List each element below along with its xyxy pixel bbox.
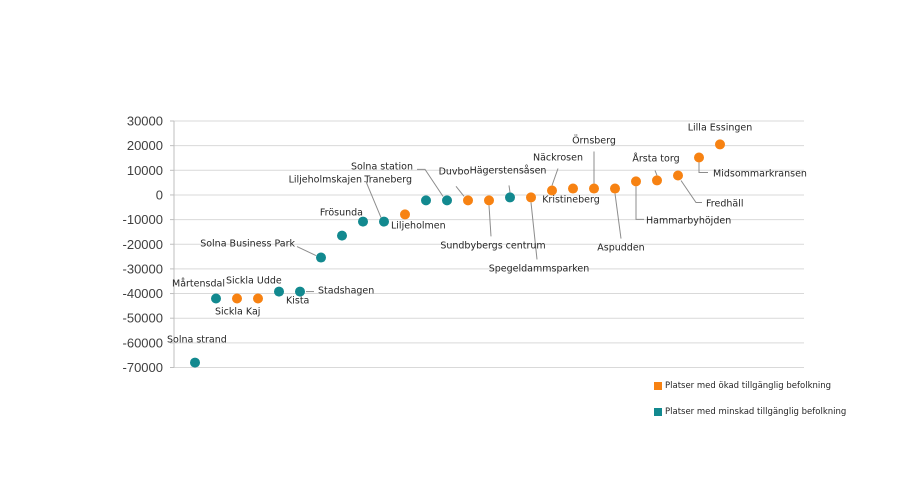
- y-tick-label: -50000: [123, 311, 163, 326]
- data-label: Frösunda: [320, 208, 363, 219]
- y-tick-label: 30000: [127, 114, 163, 129]
- data-label: Traneberg: [363, 174, 412, 185]
- data-label: Hägerstensåsen: [470, 165, 547, 176]
- data-label: Mårtensdal: [172, 278, 225, 289]
- leader-line: [508, 185, 511, 193]
- data-point-increase: [652, 175, 662, 186]
- data-point-increase: [694, 152, 704, 163]
- leader-line: [417, 168, 444, 197]
- y-tick-label: -40000: [123, 286, 163, 301]
- data-label: Liljeholmen: [391, 220, 446, 231]
- data-point-increase: [610, 183, 620, 194]
- data-label: Solna station: [351, 161, 413, 172]
- data-point-increase: [547, 185, 557, 196]
- data-point-increase: [631, 176, 641, 187]
- data-labels: Solna strand Mårtensdal Sickla Kaj Sickla U…: [167, 122, 807, 345]
- leader-line: [530, 202, 538, 260]
- data-point-decrease: [379, 216, 389, 227]
- leader-line: [698, 162, 708, 173]
- data-label: Stadshagen: [318, 286, 374, 297]
- data-label: Sickla Udde: [226, 275, 282, 286]
- data-label: Solna strand: [167, 335, 227, 346]
- data-point-increase: [715, 139, 725, 150]
- data-point-increase: [568, 183, 578, 194]
- data-label: Liljeholmskajen: [289, 175, 362, 186]
- data-point-decrease: [211, 293, 221, 304]
- data-point-decrease: [442, 195, 452, 206]
- data-label: Örnsberg: [572, 136, 616, 147]
- y-tick-label: -60000: [123, 335, 163, 350]
- legend-swatch-decrease: [654, 408, 662, 416]
- y-tick-label: 20000: [127, 138, 163, 153]
- legend-label-decrease: Platser med minskad tillgänglig befolkni…: [665, 407, 847, 417]
- legend-item-increase: Platser med ökad tillgänglig befolkning: [654, 381, 831, 391]
- data-point-decrease: [505, 192, 515, 203]
- y-tick-label: -70000: [123, 360, 163, 375]
- data-label: Fredhäll: [706, 198, 743, 209]
- data-point-increase: [400, 209, 410, 220]
- data-label: Kista: [286, 296, 309, 307]
- data-label: Midsommarkransen: [713, 168, 807, 179]
- data-point-increase: [253, 293, 263, 304]
- data-label: Näckrosen: [533, 153, 583, 164]
- legend-label-increase: Platser med ökad tillgänglig befolkning: [665, 381, 832, 391]
- data-point-increase: [673, 170, 683, 181]
- y-tick-label: 10000: [127, 163, 163, 178]
- data-point-increase: [232, 293, 242, 304]
- data-label: Spegeldammsparken: [489, 263, 590, 274]
- data-label: Sickla Kaj: [215, 306, 260, 317]
- y-tick-label: 0: [156, 187, 163, 202]
- data-point-decrease: [274, 286, 284, 297]
- y-axis: 30000 20000 10000 0 -10000 -20000 -30000 -40000…: [123, 114, 175, 375]
- legend-swatch-increase: [654, 382, 662, 390]
- data-label: Solna Business Park: [200, 239, 295, 250]
- data-point-decrease: [421, 195, 431, 206]
- data-label: Årsta torg: [632, 152, 679, 164]
- data-label: Sundbybergs centrum: [440, 240, 545, 251]
- data-point-decrease: [316, 252, 326, 263]
- data-label: Aspudden: [597, 243, 644, 254]
- leader-line: [635, 186, 644, 220]
- y-tick-label: -30000: [123, 261, 163, 276]
- data-points: [190, 139, 725, 368]
- y-tick-label: -10000: [123, 212, 163, 227]
- leader-line: [614, 193, 622, 239]
- leader-line: [455, 186, 465, 197]
- leader-line: [654, 170, 658, 176]
- data-point-increase: [589, 183, 599, 194]
- leader-line: [364, 181, 382, 218]
- data-label: Duvbo: [439, 166, 470, 177]
- leader-lines: [296, 151, 708, 293]
- leader-line: [680, 180, 702, 203]
- data-point-decrease: [295, 286, 305, 297]
- gridlines: [174, 120, 804, 368]
- data-point-decrease: [358, 216, 368, 227]
- data-point-decrease: [337, 230, 347, 241]
- data-point-decrease: [190, 357, 200, 368]
- leader-line: [488, 205, 492, 237]
- y-tick-label: -20000: [123, 237, 163, 252]
- legend-item-decrease: Platser med minskad tillgänglig befolkni…: [654, 407, 846, 417]
- data-point-increase: [463, 195, 473, 206]
- leader-line: [551, 168, 559, 186]
- leader-line: [296, 246, 317, 257]
- data-point-increase: [526, 192, 536, 203]
- data-label: Hammarbyhöjden: [646, 215, 731, 226]
- data-label: Lilla Essingen: [688, 122, 753, 133]
- data-point-increase: [484, 195, 494, 206]
- data-label: Kristineberg: [542, 195, 600, 206]
